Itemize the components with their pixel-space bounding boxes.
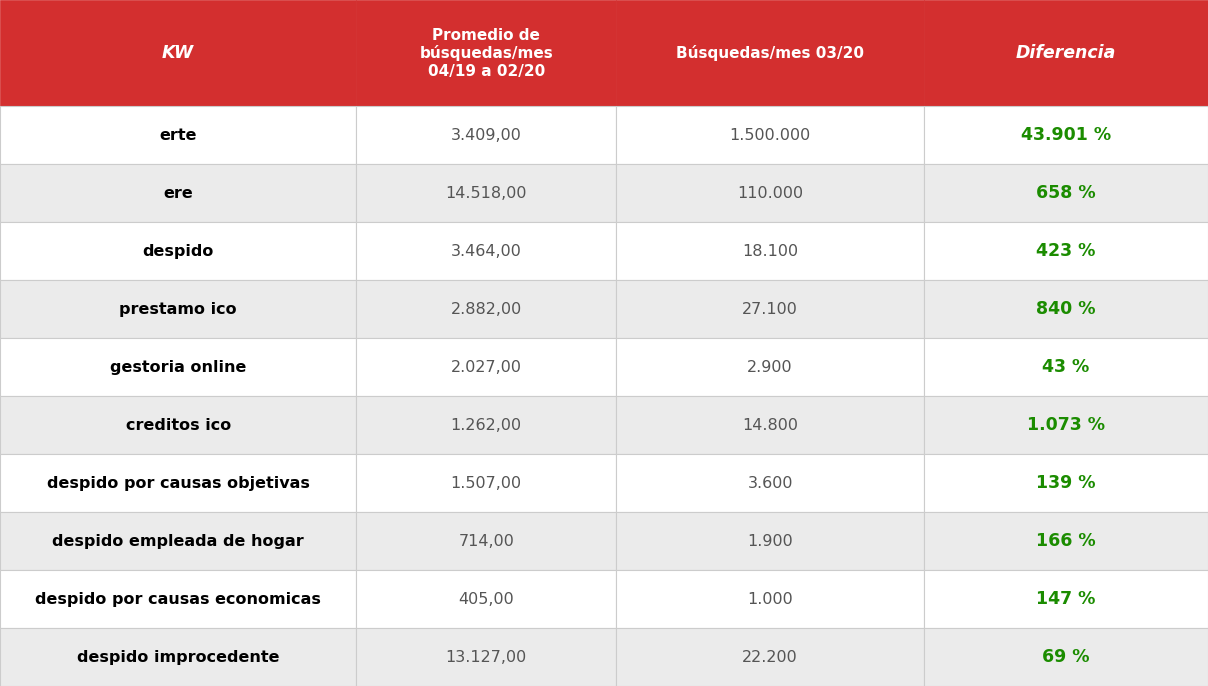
Text: despido empleada de hogar: despido empleada de hogar <box>52 534 304 549</box>
Text: 13.127,00: 13.127,00 <box>446 650 527 665</box>
Text: 423 %: 423 % <box>1036 242 1096 260</box>
Bar <box>0 165 356 222</box>
Text: 139 %: 139 % <box>1036 474 1096 492</box>
Text: 658 %: 658 % <box>1036 185 1096 202</box>
Text: 714,00: 714,00 <box>458 534 515 549</box>
Bar <box>924 0 1208 106</box>
Bar <box>356 454 616 512</box>
Bar <box>924 106 1208 165</box>
Bar <box>924 570 1208 628</box>
Bar <box>0 396 356 454</box>
Bar <box>356 628 616 686</box>
Bar <box>924 512 1208 570</box>
Text: 22.200: 22.200 <box>742 650 798 665</box>
Text: 1.262,00: 1.262,00 <box>451 418 522 433</box>
Bar <box>924 338 1208 397</box>
Bar <box>924 454 1208 512</box>
Bar <box>616 628 924 686</box>
Bar <box>0 512 356 570</box>
Bar <box>616 512 924 570</box>
Bar <box>924 280 1208 338</box>
Bar <box>356 106 616 165</box>
Text: 3.600: 3.600 <box>748 475 792 490</box>
Text: 14.518,00: 14.518,00 <box>446 186 527 201</box>
Bar <box>616 338 924 397</box>
Text: 1.073 %: 1.073 % <box>1027 416 1105 434</box>
Bar <box>356 512 616 570</box>
Bar <box>0 106 356 165</box>
Text: 43.901 %: 43.901 % <box>1021 126 1111 144</box>
Bar <box>616 396 924 454</box>
Bar <box>356 280 616 338</box>
Text: Promedio de
búsquedas/mes
04/19 a 02/20: Promedio de búsquedas/mes 04/19 a 02/20 <box>419 27 553 79</box>
Text: 166 %: 166 % <box>1036 532 1096 550</box>
Bar <box>0 280 356 338</box>
Bar <box>616 165 924 222</box>
Text: 110.000: 110.000 <box>737 186 803 201</box>
Text: despido por causas objetivas: despido por causas objetivas <box>47 475 309 490</box>
Bar <box>924 628 1208 686</box>
Text: despido por causas economicas: despido por causas economicas <box>35 591 321 606</box>
Text: 405,00: 405,00 <box>458 591 515 606</box>
Text: 43 %: 43 % <box>1043 358 1090 376</box>
Text: 18.100: 18.100 <box>742 244 798 259</box>
Text: prestamo ico: prestamo ico <box>120 302 237 317</box>
Text: gestoria online: gestoria online <box>110 359 246 375</box>
Text: despido improcedente: despido improcedente <box>77 650 279 665</box>
Text: Diferencia: Diferencia <box>1016 44 1116 62</box>
Bar <box>356 0 616 106</box>
Text: 1.000: 1.000 <box>748 591 792 606</box>
Bar <box>0 570 356 628</box>
Bar <box>356 222 616 280</box>
Text: 2.882,00: 2.882,00 <box>451 302 522 317</box>
Bar <box>0 0 356 106</box>
Text: 1.507,00: 1.507,00 <box>451 475 522 490</box>
Bar <box>616 280 924 338</box>
Text: 2.900: 2.900 <box>748 359 792 375</box>
Bar <box>924 222 1208 280</box>
Bar <box>0 338 356 397</box>
Bar <box>356 165 616 222</box>
Text: 840 %: 840 % <box>1036 300 1096 318</box>
Bar <box>356 396 616 454</box>
Bar <box>924 165 1208 222</box>
Text: creditos ico: creditos ico <box>126 418 231 433</box>
Text: 3.464,00: 3.464,00 <box>451 244 522 259</box>
Bar <box>616 570 924 628</box>
Text: ere: ere <box>163 186 193 201</box>
Bar <box>616 106 924 165</box>
Text: 1.500.000: 1.500.000 <box>730 128 811 143</box>
Bar <box>0 628 356 686</box>
Bar <box>616 0 924 106</box>
Text: KW: KW <box>162 44 194 62</box>
Text: 69 %: 69 % <box>1043 648 1090 666</box>
Bar <box>356 338 616 397</box>
Text: 147 %: 147 % <box>1036 590 1096 608</box>
Text: Búsquedas/mes 03/20: Búsquedas/mes 03/20 <box>676 45 864 61</box>
Text: 1.900: 1.900 <box>748 534 792 549</box>
Bar <box>924 396 1208 454</box>
Text: erte: erte <box>159 128 197 143</box>
Text: despido: despido <box>143 244 214 259</box>
Bar <box>616 222 924 280</box>
Text: 14.800: 14.800 <box>742 418 798 433</box>
Bar <box>0 222 356 280</box>
Bar <box>616 454 924 512</box>
Bar <box>356 570 616 628</box>
Text: 27.100: 27.100 <box>742 302 798 317</box>
Text: 2.027,00: 2.027,00 <box>451 359 522 375</box>
Text: 3.409,00: 3.409,00 <box>451 128 522 143</box>
Bar <box>0 454 356 512</box>
